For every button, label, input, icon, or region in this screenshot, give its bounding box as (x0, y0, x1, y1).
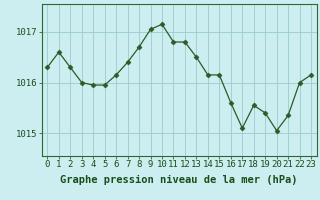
X-axis label: Graphe pression niveau de la mer (hPa): Graphe pression niveau de la mer (hPa) (60, 175, 298, 185)
